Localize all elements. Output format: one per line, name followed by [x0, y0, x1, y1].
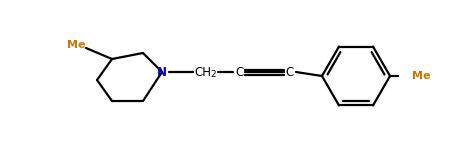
Text: N: N	[157, 65, 167, 78]
Text: C: C	[286, 65, 294, 78]
Text: 2: 2	[210, 70, 216, 79]
Text: C: C	[235, 65, 243, 78]
Text: CH: CH	[194, 65, 212, 78]
Text: Me: Me	[412, 71, 430, 81]
Text: Me: Me	[67, 40, 85, 50]
